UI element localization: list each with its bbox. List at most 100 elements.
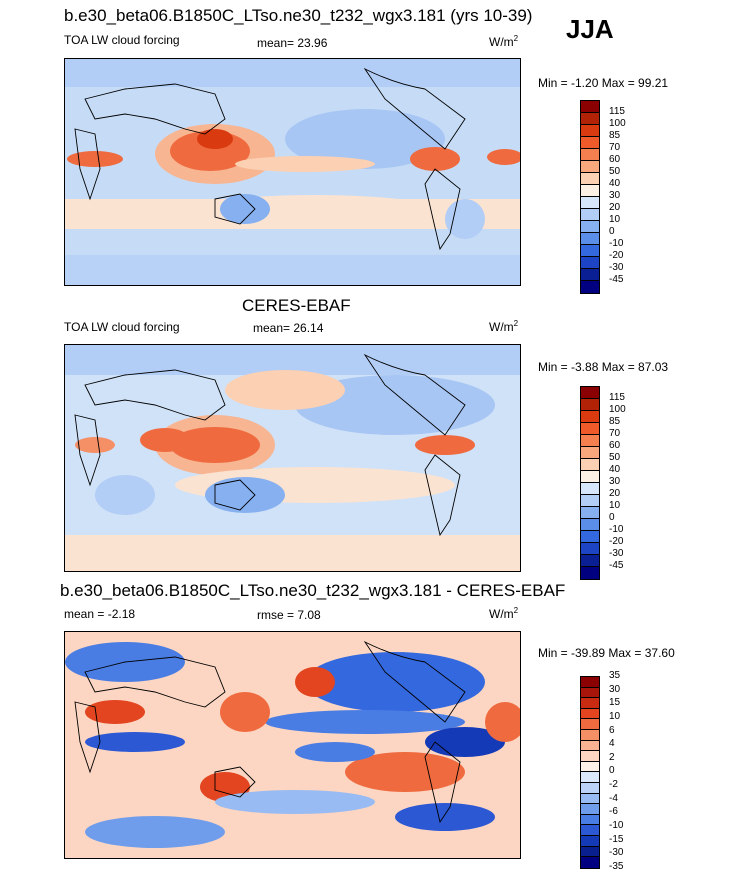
colorbar-segment bbox=[581, 447, 599, 459]
colorbar-segment bbox=[581, 507, 599, 519]
colorbar-segment bbox=[581, 281, 599, 293]
colorbar-tick-label: -30 bbox=[609, 548, 624, 559]
colorbar-tick-label: -6 bbox=[609, 806, 618, 818]
panel-2-title: CERES-EBAF bbox=[242, 296, 351, 315]
colorbar-segment bbox=[581, 387, 599, 399]
colorbar-tick-label: 10 bbox=[609, 214, 621, 225]
colorbar-segment bbox=[581, 483, 599, 495]
colorbar-segment bbox=[581, 793, 599, 805]
colorbar-segment bbox=[581, 719, 599, 730]
colorbar-tick-label: 40 bbox=[609, 464, 621, 475]
panel-2-variable-label: TOA LW cloud forcing bbox=[64, 320, 180, 334]
colorbar-segment bbox=[581, 814, 599, 826]
colorbar-segment bbox=[581, 149, 599, 161]
colorbar-tick-label: -10 bbox=[609, 819, 624, 831]
colorbar-tick-label: 30 bbox=[609, 476, 621, 487]
colorbar-tick-label: 100 bbox=[609, 118, 626, 129]
colorbar-tick-label: -45 bbox=[609, 560, 624, 571]
colorbar-tick-label: -20 bbox=[609, 536, 624, 547]
colorbar-segment bbox=[581, 269, 599, 281]
colorbar-segment bbox=[581, 173, 599, 185]
panel-2-minmax: Min = -3.88 Max = 87.03 bbox=[538, 360, 669, 374]
colorbar-tick-label: 50 bbox=[609, 166, 621, 177]
panel-1-map-field bbox=[65, 59, 520, 285]
panel-3-map-field bbox=[65, 632, 520, 858]
colorbar-segment bbox=[581, 804, 599, 815]
panel-1-units: W/m2 bbox=[489, 34, 519, 49]
colorbar-segment bbox=[581, 846, 599, 858]
colorbar-segment bbox=[581, 825, 599, 836]
colorbar-segment bbox=[581, 197, 599, 209]
panel-1-minmax: Min = -1.20 Max = 99.21 bbox=[538, 76, 669, 90]
colorbar-segment bbox=[581, 677, 599, 688]
colorbar-tick-label: 2 bbox=[609, 751, 615, 763]
colorbar-tick-label: -2 bbox=[609, 779, 618, 791]
colorbar-segment bbox=[581, 531, 599, 543]
colorbar-tick-label: -4 bbox=[609, 792, 618, 804]
colorbar-tick-label: 0 bbox=[609, 226, 615, 237]
colorbar-segment bbox=[581, 687, 599, 699]
panel-2-colorbar bbox=[580, 386, 600, 580]
colorbar-tick-label: -35 bbox=[609, 860, 624, 872]
panel-3-map bbox=[64, 631, 521, 859]
colorbar-segment bbox=[581, 161, 599, 173]
colorbar-tick-label: -30 bbox=[609, 847, 624, 859]
colorbar-segment bbox=[581, 411, 599, 423]
colorbar-segment bbox=[581, 857, 599, 868]
colorbar-tick-label: -10 bbox=[609, 238, 624, 249]
colorbar-tick-label: 85 bbox=[609, 130, 621, 141]
colorbar-segment bbox=[581, 555, 599, 567]
colorbar-segment bbox=[581, 423, 599, 435]
colorbar-tick-label: -15 bbox=[609, 833, 624, 845]
colorbar-segment bbox=[581, 761, 599, 773]
colorbar-segment bbox=[581, 113, 599, 125]
colorbar-segment bbox=[581, 567, 599, 579]
panel-1-variable-label: TOA LW cloud forcing bbox=[64, 33, 180, 47]
colorbar-tick-label: 0 bbox=[609, 512, 615, 523]
colorbar-segment bbox=[581, 185, 599, 197]
colorbar-tick-label: 115 bbox=[609, 392, 625, 403]
colorbar-tick-label: 4 bbox=[609, 738, 615, 750]
colorbar-segment bbox=[581, 772, 599, 783]
colorbar-tick-label: 35 bbox=[609, 670, 621, 681]
colorbar-tick-label: 60 bbox=[609, 440, 621, 451]
panel-3-mean-label: mean = -2.18 bbox=[64, 607, 136, 621]
panel-1-map bbox=[64, 58, 521, 286]
colorbar-tick-label: 115 bbox=[609, 106, 625, 117]
colorbar-tick-label: 20 bbox=[609, 488, 621, 499]
colorbar-tick-label: 70 bbox=[609, 142, 621, 153]
panel-3-colorbar bbox=[580, 676, 600, 869]
panel-2-mean-label: mean= 26.14 bbox=[253, 321, 324, 335]
colorbar-segment bbox=[581, 543, 599, 555]
colorbar-segment bbox=[581, 233, 599, 245]
season-label: JJA bbox=[566, 14, 614, 44]
panel-2-map-field bbox=[65, 345, 520, 571]
colorbar-segment bbox=[581, 435, 599, 447]
colorbar-segment bbox=[581, 835, 599, 847]
colorbar-tick-label: 70 bbox=[609, 428, 621, 439]
panel-3-minmax: Min = -39.89 Max = 37.60 bbox=[538, 646, 675, 660]
colorbar-tick-label: 20 bbox=[609, 202, 621, 213]
colorbar-segment bbox=[581, 519, 599, 531]
colorbar-tick-label: -45 bbox=[609, 274, 624, 285]
colorbar-segment bbox=[581, 708, 599, 720]
panel-2-units: W/m2 bbox=[489, 319, 519, 334]
colorbar-segment bbox=[581, 495, 599, 507]
colorbar-segment bbox=[581, 257, 599, 269]
colorbar-segment bbox=[581, 221, 599, 233]
colorbar-tick-label: 60 bbox=[609, 154, 621, 165]
panel-3-rmse-label: rmse = 7.08 bbox=[257, 608, 321, 622]
panel-1-colorbar bbox=[580, 100, 600, 294]
colorbar-tick-label: -30 bbox=[609, 262, 624, 273]
panel-3-units: W/m2 bbox=[489, 606, 519, 621]
colorbar-tick-label: 15 bbox=[609, 697, 621, 709]
colorbar-segment bbox=[581, 399, 599, 411]
colorbar-tick-label: 0 bbox=[609, 765, 615, 777]
panel-2-map bbox=[64, 344, 521, 572]
colorbar-segment bbox=[581, 729, 599, 741]
colorbar-segment bbox=[581, 751, 599, 762]
colorbar-tick-label: -10 bbox=[609, 524, 624, 535]
colorbar-tick-label: 85 bbox=[609, 416, 621, 427]
colorbar-segment bbox=[581, 471, 599, 483]
colorbar-segment bbox=[581, 101, 599, 113]
